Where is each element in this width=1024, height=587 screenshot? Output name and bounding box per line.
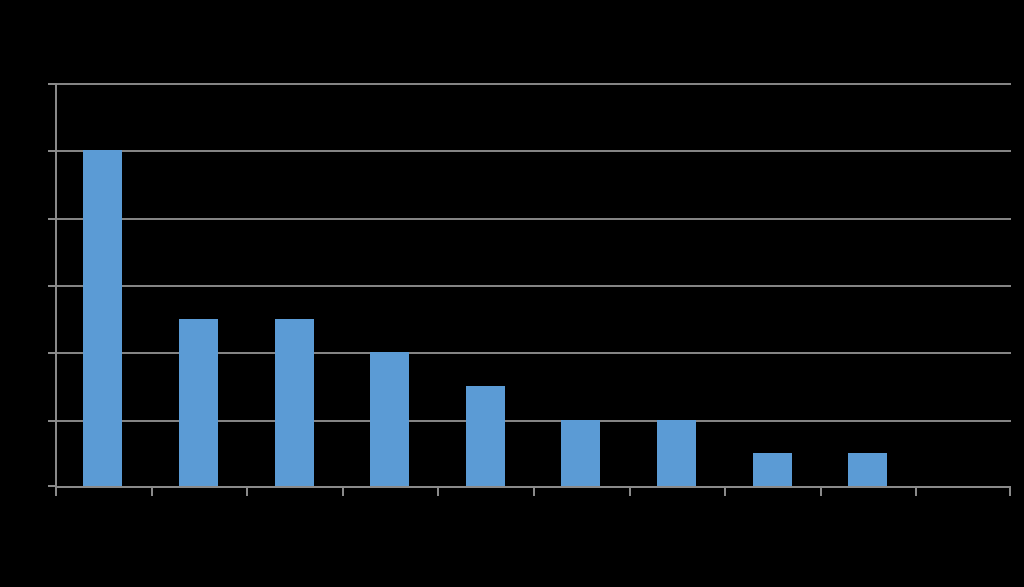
y-axis-tick: [48, 150, 55, 153]
bar: [656, 419, 696, 487]
y-axis-tick: [48, 485, 55, 487]
x-axis-tick: [246, 487, 249, 496]
gridline: [55, 419, 1011, 422]
gridline: [55, 217, 1011, 220]
y-axis: [55, 83, 57, 487]
x-axis-tick: [915, 487, 918, 496]
x-axis-tick: [150, 487, 153, 496]
x-axis-tick: [437, 487, 440, 496]
gridline: [55, 285, 1011, 287]
x-axis-tick: [533, 487, 535, 496]
bar: [178, 318, 218, 487]
x-axis-tick: [724, 487, 727, 496]
x-axis-tick: [628, 487, 631, 496]
gridline: [55, 150, 1011, 153]
y-axis-tick: [48, 285, 55, 287]
y-axis-tick: [48, 83, 55, 85]
y-axis-tick: [48, 419, 55, 422]
x-axis-tick: [55, 487, 57, 496]
y-axis-tick: [48, 352, 55, 355]
x-axis: [55, 486, 1011, 488]
plot-area: [48, 83, 1011, 496]
bar: [465, 386, 505, 487]
x-axis-tick: [1009, 487, 1011, 496]
y-axis-tick: [48, 217, 55, 220]
x-axis-tick: [341, 487, 344, 496]
gridline: [55, 352, 1011, 355]
gridline: [55, 83, 1011, 85]
bar: [274, 318, 314, 487]
bar: [370, 352, 410, 487]
bar: [561, 419, 601, 487]
bar: [752, 453, 792, 487]
bar: [848, 453, 888, 487]
x-axis-tick: [819, 487, 822, 496]
bar: [83, 150, 123, 487]
